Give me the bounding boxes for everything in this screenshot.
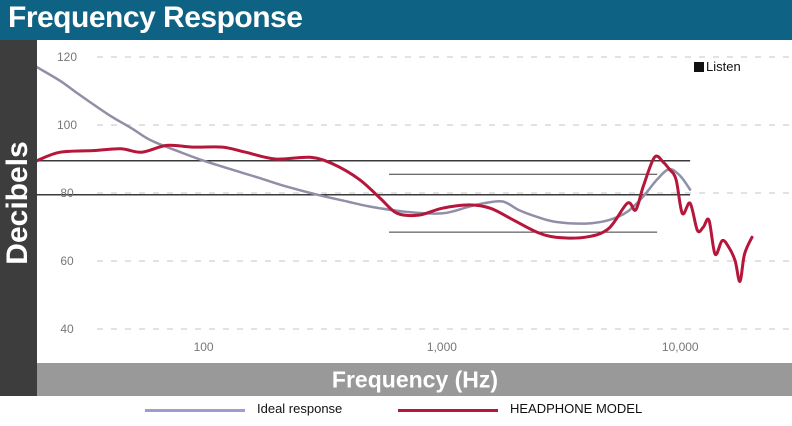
legend-swatch-ideal [145, 409, 245, 412]
y-tick-label-4: 40 [60, 322, 74, 336]
brand-name: Listen [706, 59, 741, 74]
brand-logo: Listen [694, 59, 741, 74]
plot-area: 120 100 80 60 40 100 1,000 10,000 [37, 50, 792, 354]
x-axis-bar [37, 363, 792, 396]
headphone-model-line [37, 143, 754, 283]
y-axis-bar [0, 40, 37, 396]
chart-title: Frequency Response [8, 1, 303, 34]
y-tick-label-0: 120 [57, 50, 77, 64]
y-tick-label-2: 80 [60, 186, 74, 200]
x-tick-label-2: 10,000 [662, 340, 699, 354]
legend: Ideal response HEADPHONE MODEL [0, 396, 792, 426]
title-bar: Frequency Response [0, 0, 792, 40]
y-axis-label: Decibels [1, 141, 34, 265]
y-tick-label-1: 100 [57, 118, 77, 132]
legend-swatch-headphone [398, 409, 498, 412]
legend-label-ideal: Ideal response [257, 401, 343, 416]
x-tick-label-1: 1,000 [427, 340, 457, 354]
x-axis-label: Frequency (Hz) [331, 366, 499, 393]
ideal-response-line [37, 65, 692, 225]
y-tick-label-3: 60 [60, 254, 74, 268]
x-tick-label-0: 100 [194, 340, 214, 354]
legend-label-headphone: HEADPHONE MODEL [510, 401, 643, 416]
listen-logo-icon [694, 62, 704, 72]
